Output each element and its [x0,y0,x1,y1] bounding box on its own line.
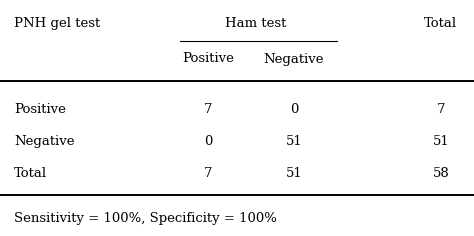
Text: 51: 51 [432,135,449,148]
Text: 58: 58 [432,167,449,180]
Text: Positive: Positive [182,52,235,66]
Text: 0: 0 [204,135,213,148]
Text: 7: 7 [437,103,445,116]
Text: 51: 51 [285,135,302,148]
Text: 7: 7 [204,103,213,116]
Text: Total: Total [424,17,457,30]
Text: Positive: Positive [14,103,66,116]
Text: Sensitivity = 100%, Specificity = 100%: Sensitivity = 100%, Specificity = 100% [14,212,277,225]
Text: 0: 0 [290,103,298,116]
Text: Total: Total [14,167,47,180]
Text: PNH gel test: PNH gel test [14,17,100,30]
Text: Negative: Negative [264,52,324,66]
Text: Ham test: Ham test [225,17,287,30]
Text: 51: 51 [285,167,302,180]
Text: 7: 7 [204,167,213,180]
Text: Negative: Negative [14,135,75,148]
